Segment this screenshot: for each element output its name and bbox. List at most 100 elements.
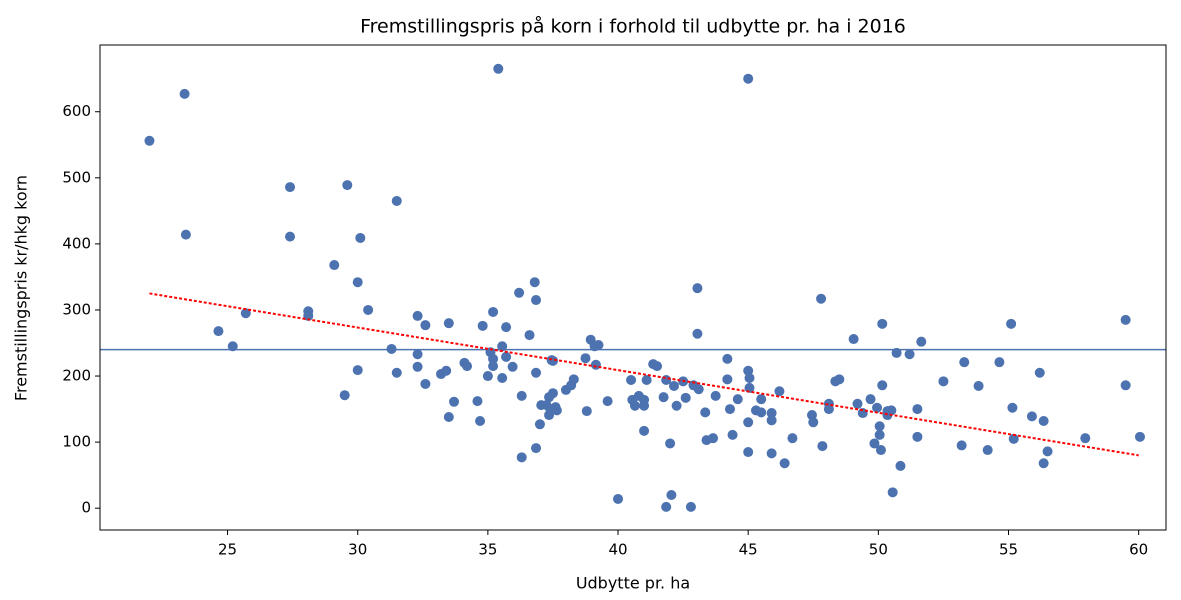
- point: [534, 419, 545, 430]
- point: [488, 361, 499, 372]
- point: [872, 402, 883, 413]
- point: [1120, 380, 1131, 391]
- point: [669, 380, 679, 391]
- point: [1007, 402, 1018, 413]
- point: [787, 433, 798, 444]
- point: [693, 384, 704, 395]
- point: [982, 445, 993, 456]
- point: [355, 232, 366, 243]
- point: [391, 367, 402, 378]
- x-axis-label: Udbytte pr. ha: [576, 574, 690, 593]
- point: [475, 415, 486, 426]
- point: [516, 390, 527, 401]
- point: [774, 386, 785, 397]
- point: [766, 408, 777, 419]
- point: [756, 407, 767, 418]
- point: [613, 493, 624, 504]
- point: [816, 293, 827, 304]
- point: [848, 334, 859, 345]
- point: [724, 404, 735, 415]
- point: [912, 431, 923, 442]
- point: [179, 88, 190, 99]
- point: [531, 443, 542, 454]
- point: [1006, 318, 1017, 329]
- point: [363, 304, 374, 315]
- point: [808, 417, 819, 428]
- point: [629, 400, 640, 411]
- y-tick-label: 500: [62, 168, 91, 186]
- point: [877, 380, 888, 391]
- point: [852, 398, 863, 409]
- y-tick-label: 200: [62, 367, 91, 385]
- point: [895, 460, 906, 471]
- point: [339, 390, 350, 401]
- point: [639, 425, 650, 436]
- point: [671, 400, 682, 411]
- point: [420, 378, 431, 389]
- point: [593, 339, 604, 350]
- point: [994, 357, 1005, 368]
- point: [285, 182, 296, 193]
- point: [516, 452, 527, 463]
- point: [834, 374, 845, 385]
- point: [531, 367, 542, 378]
- x-tick-label: 35: [478, 541, 497, 559]
- y-tick-label: 300: [62, 300, 91, 318]
- y-tick-label: 0: [81, 499, 91, 517]
- point: [743, 417, 754, 428]
- point: [477, 320, 488, 331]
- x-tick-label: 25: [218, 541, 237, 559]
- point: [352, 277, 363, 288]
- point: [568, 374, 579, 385]
- point: [441, 365, 452, 376]
- point: [641, 375, 652, 386]
- point: [779, 458, 790, 469]
- point: [285, 231, 296, 242]
- point: [590, 359, 601, 370]
- point: [420, 320, 431, 331]
- point: [727, 429, 738, 440]
- x-tick-label: 30: [348, 541, 367, 559]
- point: [700, 407, 711, 418]
- y-tick-label: 600: [62, 102, 91, 120]
- point: [501, 351, 512, 362]
- y-tick-label: 100: [62, 433, 91, 451]
- point: [661, 501, 672, 512]
- x-tick-label: 40: [608, 541, 627, 559]
- point: [938, 376, 949, 387]
- point: [497, 373, 508, 384]
- point: [722, 353, 733, 364]
- plot-frame: [99, 44, 1167, 531]
- point: [227, 341, 238, 352]
- point: [342, 180, 353, 191]
- point: [580, 353, 591, 364]
- point: [959, 357, 970, 368]
- point: [708, 433, 719, 444]
- point: [412, 310, 423, 321]
- point: [303, 310, 314, 321]
- point: [329, 260, 340, 271]
- point: [875, 445, 886, 456]
- point: [213, 326, 224, 337]
- point: [722, 374, 733, 385]
- point: [665, 438, 676, 449]
- point: [756, 394, 767, 405]
- point: [144, 135, 155, 146]
- point: [443, 412, 454, 423]
- y-axis-label: Fremstillingspris kr/hkg korn: [12, 175, 31, 401]
- point: [766, 448, 777, 459]
- point: [547, 388, 558, 399]
- point: [581, 406, 592, 417]
- point: [912, 404, 923, 415]
- point: [874, 421, 885, 432]
- point: [507, 361, 518, 372]
- point: [886, 405, 897, 416]
- trend-line: [149, 292, 1139, 457]
- x-tick-label: 60: [1129, 541, 1148, 559]
- point: [685, 501, 696, 512]
- point: [680, 392, 691, 403]
- point: [488, 353, 499, 364]
- point: [1134, 431, 1145, 442]
- point: [443, 318, 454, 329]
